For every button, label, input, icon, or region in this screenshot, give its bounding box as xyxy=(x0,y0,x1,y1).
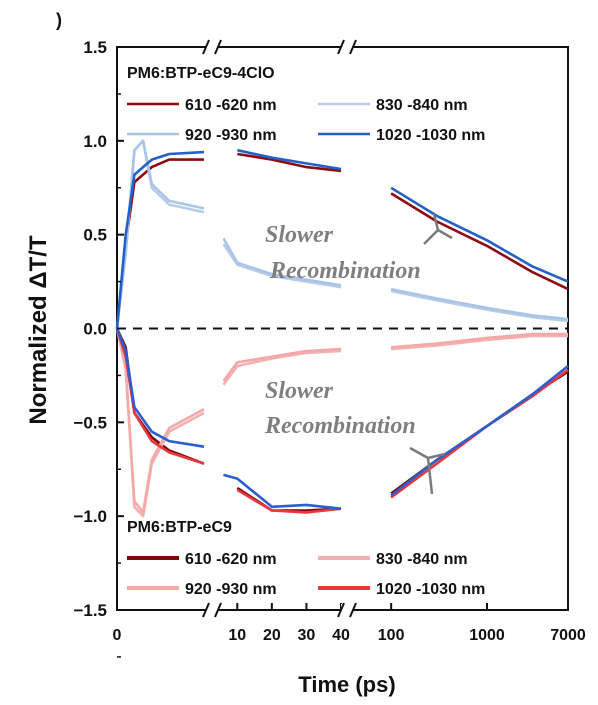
axis-breaks xyxy=(202,39,357,618)
axis-break-mark xyxy=(214,602,222,618)
y-axis-label: Normalized ΔT/T xyxy=(25,235,52,425)
legend-label: 1020 -1030 nm xyxy=(376,581,485,598)
axis-break-mark xyxy=(202,39,210,55)
axis-break-mark xyxy=(349,602,357,618)
axis-break-mark xyxy=(202,602,210,618)
series-line-top-1 xyxy=(115,139,569,329)
x-axis-label: Time (ps) xyxy=(298,672,395,697)
y-tick-label: −1.5 xyxy=(73,601,107,620)
axis-break-mark xyxy=(337,602,345,618)
series-line-extra-0 xyxy=(115,328,569,510)
axis-break-gap xyxy=(206,604,218,616)
annotation-text: Recombination xyxy=(269,258,421,284)
axis-break-gap xyxy=(341,604,353,616)
annotation-text: Recombination xyxy=(264,413,416,439)
x-tick-label: 10 xyxy=(228,627,246,644)
legend-label: 830 -840 nm xyxy=(376,551,468,568)
series-line-bottom-2 xyxy=(115,328,568,514)
axis-break-gap xyxy=(206,41,218,53)
legend-label: 610 -620 nm xyxy=(185,97,277,114)
axis-break-mark xyxy=(349,39,357,55)
x-tick-label: 100 xyxy=(378,627,405,644)
y-tick-label: 0.5 xyxy=(83,226,107,245)
x-tick-label: 30 xyxy=(298,627,316,644)
legend-label: 920 -930 nm xyxy=(185,127,277,144)
x-tick-label: 7000 xyxy=(550,627,586,644)
legend: PM6:BTP-eC9-4ClO 610 -620 nm 830 -840 nm 92… xyxy=(127,65,485,598)
panel-label: ) xyxy=(56,10,62,30)
legend-label: 1020 -1030 nm xyxy=(376,127,485,144)
arrow-icon xyxy=(423,213,453,245)
legend-label: 830 -840 nm xyxy=(376,97,468,114)
x-tick-label: 20 xyxy=(263,627,281,644)
series-line-top-3 xyxy=(115,148,569,329)
x-tick-label: 40 xyxy=(332,627,350,644)
legend-title: PM6:BTP-eC9-4ClO xyxy=(127,65,275,82)
legend-label: 920 -930 nm xyxy=(185,581,277,598)
x-tick-label: 1000 xyxy=(469,627,505,644)
x-tick-label: 0 xyxy=(113,627,122,644)
y-tick-label: 0.0 xyxy=(83,320,107,339)
legend-title: PM6:BTP-eC9 xyxy=(127,519,232,536)
axis-ticks: 1.5 1.0 0.5 0.0 −0.5 −1.0 −1.5 0 10 20 30 40 100 1000… xyxy=(73,38,586,658)
annotation-text: Slower xyxy=(265,378,334,404)
series-line-top-2 xyxy=(115,139,569,329)
y-tick-label: 1.0 xyxy=(83,132,107,151)
annotations: Slower Recombination Slower Recombination xyxy=(264,213,453,495)
y-tick-label: 1.5 xyxy=(83,38,107,57)
y-tick-label: −0.5 xyxy=(73,413,107,432)
arrow-icon xyxy=(409,446,446,495)
series-line-top-0 xyxy=(115,152,569,329)
axis-break-gap xyxy=(341,41,353,53)
annotation-text: Slower xyxy=(265,222,334,248)
axis-break-mark xyxy=(337,39,345,55)
legend-label: 610 -620 nm xyxy=(185,551,277,568)
y-tick-label: −1.0 xyxy=(73,507,107,526)
data-series-group xyxy=(115,139,569,518)
axis-break-mark xyxy=(214,39,222,55)
